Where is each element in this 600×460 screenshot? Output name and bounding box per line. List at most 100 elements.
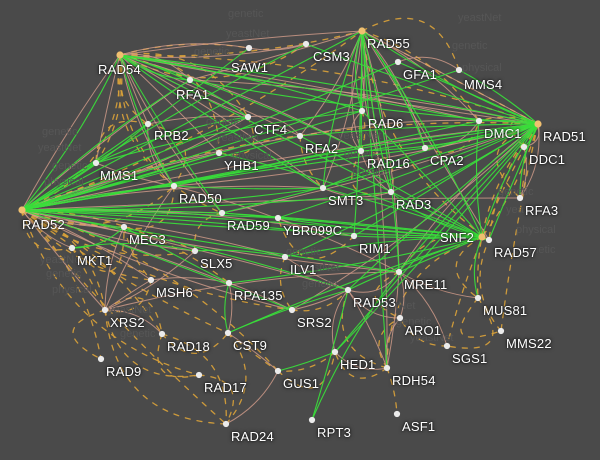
coexpression-edge	[355, 30, 363, 112]
graph-node-rpt3[interactable]	[308, 416, 316, 424]
genetic-edge	[119, 54, 220, 154]
graph-node-rad51[interactable]	[534, 120, 542, 128]
graph-node-saw1[interactable]	[245, 44, 253, 52]
graph-node-rim1[interactable]	[350, 232, 358, 240]
graph-node-gus1[interactable]	[274, 367, 282, 375]
coexpression-edge	[221, 212, 483, 238]
genetic-edge	[455, 236, 483, 299]
graph-node-rad24[interactable]	[222, 420, 230, 428]
coexpression-edge	[21, 209, 483, 238]
coexpression-edge	[119, 54, 480, 122]
coexpression-edge	[228, 236, 483, 284]
graph-node-srs2[interactable]	[288, 306, 296, 314]
coexpression-edge	[21, 209, 349, 291]
coexpression-edge	[361, 30, 388, 369]
physical-edge	[225, 370, 279, 425]
graph-node-mms1[interactable]	[92, 159, 100, 167]
graph-node-rpb2[interactable]	[144, 120, 152, 128]
graph-node-ddc1[interactable]	[520, 143, 528, 151]
graph-node-rdh54[interactable]	[383, 364, 391, 372]
physical-edge	[104, 226, 125, 311]
graph-node-mec3[interactable]	[120, 223, 128, 231]
genetic-edge	[21, 185, 175, 226]
graph-node-mus81[interactable]	[474, 294, 482, 302]
graph-node-gfa1[interactable]	[394, 58, 402, 66]
graph-node-snf2[interactable]	[478, 233, 486, 241]
genetic-edge	[71, 226, 125, 273]
graph-node-asf1[interactable]	[393, 410, 401, 418]
graph-node-rpa135[interactable]	[225, 279, 233, 287]
genetic-edge	[119, 30, 363, 57]
coexpression-edge	[277, 351, 336, 372]
graph-node-mms4[interactable]	[455, 66, 463, 74]
genetic-edge	[424, 120, 480, 153]
graph-node-hed1[interactable]	[331, 348, 339, 356]
graph-node-rad55[interactable]	[358, 27, 366, 35]
graph-node-rad54[interactable]	[116, 51, 124, 59]
graph-node-cpa2[interactable]	[421, 144, 429, 152]
graph-node-mre11[interactable]	[395, 268, 403, 276]
graph-node-rad50[interactable]	[170, 182, 178, 190]
graph-node-cst9[interactable]	[224, 329, 232, 337]
coexpression-edge	[95, 110, 363, 164]
coexpression-edge	[21, 209, 355, 237]
graph-node-rfa2[interactable]	[296, 132, 304, 140]
graph-node-yhb1[interactable]	[215, 149, 223, 157]
graph-node-aro1[interactable]	[396, 314, 404, 322]
coexpression-edge	[119, 54, 362, 152]
coexpression-edge	[322, 187, 483, 238]
graph-node-rad17[interactable]	[195, 371, 203, 379]
graph-node-ybr099c[interactable]	[274, 214, 282, 222]
coexpression-edge	[277, 217, 483, 238]
graph-node-smt3[interactable]	[319, 184, 327, 192]
graph-node-xrs2[interactable]	[101, 306, 109, 314]
graph-node-mkt1[interactable]	[68, 244, 76, 252]
coexpression-edge	[194, 249, 286, 258]
graph-node-csm3[interactable]	[302, 40, 310, 48]
graph-node-ctf4[interactable]	[244, 113, 252, 121]
graph-node-rad9[interactable]	[97, 355, 105, 363]
physical-edge	[247, 115, 301, 137]
genetic-edge	[123, 185, 175, 229]
coexpression-edge	[221, 123, 539, 214]
physical-edge	[322, 30, 363, 189]
coexpression-edge	[322, 30, 363, 189]
graph-node-rad59[interactable]	[218, 209, 226, 217]
coexpression-edge	[21, 116, 249, 211]
graph-node-msh6[interactable]	[147, 276, 155, 284]
graph-node-rad57[interactable]	[485, 236, 493, 244]
physical-edge	[119, 54, 175, 187]
coexpression-edge	[353, 30, 363, 237]
physical-edge	[21, 209, 106, 311]
physical-edge	[347, 289, 388, 369]
graph-node-mms22[interactable]	[497, 327, 505, 335]
graph-node-rfa1[interactable]	[186, 76, 194, 84]
genetic-edge	[277, 351, 336, 389]
graph-node-rad6[interactable]	[358, 107, 366, 115]
graph-node-ilv1[interactable]	[281, 253, 289, 261]
graph-node-rfa3[interactable]	[516, 194, 524, 202]
graph-node-rad52[interactable]	[18, 206, 26, 214]
genetic-edge	[334, 351, 388, 379]
coexpression-edge	[398, 123, 539, 273]
graph-node-rad16[interactable]	[357, 147, 365, 155]
coexpression-edges	[21, 30, 539, 421]
graph-node-rad53[interactable]	[344, 286, 352, 294]
coexpression-edge	[21, 30, 363, 211]
graph-node-rad18[interactable]	[158, 330, 166, 338]
graph-node-dmc1[interactable]	[475, 117, 483, 125]
coexpression-edge	[21, 209, 279, 219]
coexpression-edge	[311, 271, 400, 421]
graph-node-rad3[interactable]	[387, 188, 395, 196]
physical-edge	[21, 54, 121, 211]
coexpression-edge	[119, 54, 175, 187]
genetic-edge	[386, 236, 483, 369]
coexpression-edge	[311, 289, 349, 421]
graph-node-slx5[interactable]	[191, 247, 199, 255]
graph-node-sgs1[interactable]	[443, 342, 451, 350]
coexpression-edge	[305, 43, 539, 125]
coexpression-edge	[21, 43, 307, 211]
coexpression-edge	[21, 185, 175, 211]
